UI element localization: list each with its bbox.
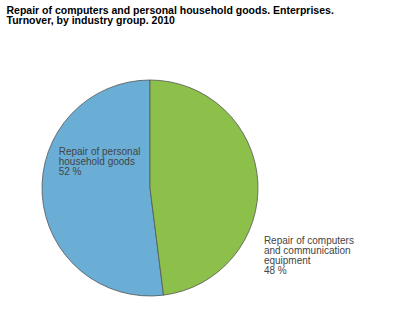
svg-text:Repair of personalhousehold go: Repair of personalhousehold goods52 % [59, 146, 141, 177]
svg-text:Repair of computers and person: Repair of computers and personal househo… [7, 4, 334, 27]
svg-text:Repair of computersand communi: Repair of computersand communicationequi… [264, 235, 354, 276]
